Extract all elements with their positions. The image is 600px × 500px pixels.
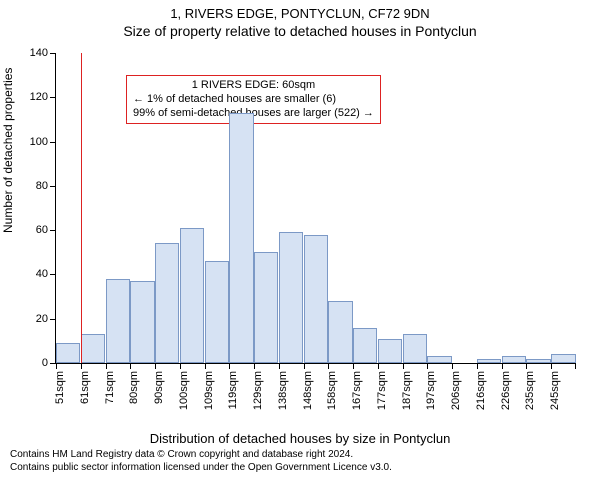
x-tick — [575, 363, 576, 369]
histogram-bar — [254, 252, 278, 363]
x-tick-label: 148sqm — [302, 371, 314, 410]
x-tick — [477, 363, 478, 369]
x-tick-label: 80sqm — [128, 371, 140, 404]
x-tick-label: 167sqm — [351, 371, 363, 410]
x-tick — [106, 363, 107, 369]
histogram-bar — [229, 113, 253, 363]
y-tick-label: 20 — [36, 313, 48, 325]
x-tick-label: 61sqm — [79, 371, 91, 404]
x-tick — [279, 363, 280, 369]
x-tick-label: 90sqm — [153, 371, 165, 404]
x-tick-label: 109sqm — [203, 371, 215, 410]
x-tick — [155, 363, 156, 369]
y-tick — [50, 186, 56, 187]
footer-line-1: Contains HM Land Registry data © Crown c… — [10, 448, 590, 461]
x-tick-label: 129sqm — [252, 371, 264, 410]
y-tick-label: 120 — [30, 91, 48, 103]
x-tick — [205, 363, 206, 369]
x-tick-label: 138sqm — [277, 371, 289, 410]
footer-line-2: Contains public sector information licen… — [10, 461, 590, 474]
histogram-bar — [403, 334, 427, 363]
x-tick-label: 177sqm — [376, 371, 388, 410]
y-tick — [50, 53, 56, 54]
x-tick — [403, 363, 404, 369]
y-tick-label: 60 — [36, 224, 48, 236]
x-tick-label: 71sqm — [104, 371, 116, 404]
histogram-bar — [81, 334, 105, 363]
y-tick-label: 0 — [42, 357, 48, 369]
x-tick-label: 51sqm — [54, 371, 66, 404]
x-tick — [427, 363, 428, 369]
y-axis-title: Number of detached properties — [1, 68, 15, 233]
x-tick — [304, 363, 305, 369]
x-tick — [502, 363, 503, 369]
histogram-bar — [180, 228, 204, 363]
x-tick — [452, 363, 453, 369]
histogram-bar — [155, 243, 179, 363]
x-tick — [130, 363, 131, 369]
histogram-bar — [526, 359, 550, 363]
plot-area: 1 RIVERS EDGE: 60sqm ← 1% of detached ho… — [55, 53, 576, 364]
x-tick — [526, 363, 527, 369]
chart-container: Number of detached properties 1 RIVERS E… — [0, 39, 600, 427]
histogram-bar — [328, 301, 352, 363]
y-tick — [50, 142, 56, 143]
reference-line — [81, 53, 82, 363]
page-title-sub: Size of property relative to detached ho… — [0, 23, 600, 39]
x-tick — [180, 363, 181, 369]
histogram-bar — [205, 261, 229, 363]
x-tick — [378, 363, 379, 369]
histogram-bar — [353, 328, 377, 363]
y-tick — [50, 230, 56, 231]
annotation-line-1: 1 RIVERS EDGE: 60sqm — [133, 79, 374, 93]
y-tick-label: 40 — [36, 268, 48, 280]
x-tick-label: 216sqm — [475, 371, 487, 410]
x-tick-label: 206sqm — [450, 371, 462, 410]
x-tick — [56, 363, 57, 369]
x-tick-label: 119sqm — [227, 371, 239, 409]
x-tick — [328, 363, 329, 369]
x-tick-label: 226sqm — [500, 371, 512, 410]
x-tick — [254, 363, 255, 369]
footer: Contains HM Land Registry data © Crown c… — [0, 446, 600, 474]
x-tick-label: 100sqm — [178, 371, 190, 410]
histogram-bar — [378, 339, 402, 363]
histogram-bar — [304, 235, 328, 363]
y-tick — [50, 97, 56, 98]
x-tick-label: 187sqm — [401, 371, 413, 410]
histogram-bar — [279, 232, 303, 363]
histogram-bar — [477, 359, 501, 363]
x-tick — [551, 363, 552, 369]
y-tick-label: 140 — [30, 47, 48, 59]
x-tick-label: 158sqm — [326, 371, 338, 410]
histogram-bar — [56, 343, 80, 363]
histogram-bar — [130, 281, 154, 363]
x-tick-label: 197sqm — [425, 371, 437, 410]
x-tick — [229, 363, 230, 369]
x-tick-label: 235sqm — [524, 371, 536, 410]
y-tick-label: 100 — [30, 136, 48, 148]
page-title-address: 1, RIVERS EDGE, PONTYCLUN, CF72 9DN — [0, 6, 600, 21]
x-tick — [81, 363, 82, 369]
x-tick — [353, 363, 354, 369]
annotation-line-2: ← 1% of detached houses are smaller (6) — [133, 93, 374, 107]
y-tick-label: 80 — [36, 180, 48, 192]
histogram-bar — [551, 354, 575, 363]
x-tick-label: 245sqm — [549, 371, 561, 410]
histogram-bar — [502, 356, 526, 363]
histogram-bar — [427, 356, 451, 363]
x-axis-title: Distribution of detached houses by size … — [0, 431, 600, 446]
y-tick — [50, 319, 56, 320]
y-tick — [50, 274, 56, 275]
histogram-bar — [106, 279, 130, 363]
